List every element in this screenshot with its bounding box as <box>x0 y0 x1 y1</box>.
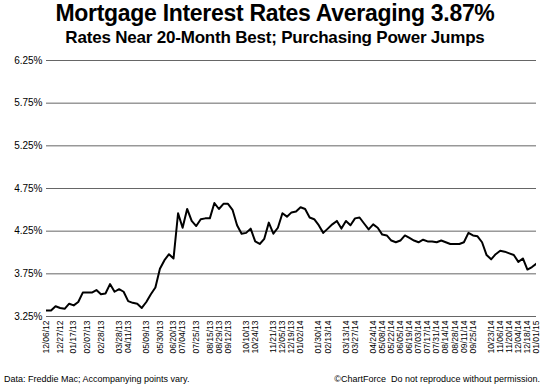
svg-text:06/05/14: 06/05/14 <box>395 320 406 354</box>
svg-text:08/15/13: 08/15/13 <box>204 320 215 354</box>
svg-text:12/04/14: 12/04/14 <box>513 320 524 354</box>
svg-text:6.25%: 6.25% <box>14 55 42 66</box>
svg-text:10/23/14: 10/23/14 <box>485 320 496 354</box>
svg-text:12/05/13: 12/05/13 <box>277 320 288 354</box>
svg-text:05/22/14: 05/22/14 <box>386 320 396 354</box>
svg-text:08/29/13: 08/29/13 <box>213 320 224 354</box>
svg-text:09/11/14: 09/11/14 <box>458 320 469 353</box>
svg-text:05/09/13: 05/09/13 <box>141 320 151 353</box>
svg-text:5.25%: 5.25% <box>14 140 42 151</box>
svg-text:4.25%: 4.25% <box>14 225 42 236</box>
svg-text:09/25/14: 09/25/14 <box>468 320 478 353</box>
svg-text:4.75%: 4.75% <box>14 183 42 194</box>
svg-text:08/28/14: 08/28/14 <box>449 320 460 354</box>
svg-text:11/21/13: 11/21/13 <box>268 320 279 353</box>
svg-text:5.75%: 5.75% <box>14 97 42 108</box>
svg-text:11/20/14: 11/20/14 <box>504 320 514 353</box>
html-text:Rates Near 20-Month Best; Purc: Rates Near 20-Month Best; Purchasing Pow… <box>65 28 485 47</box>
svg-text:12/06/12: 12/06/12 <box>41 320 51 353</box>
svg-text:06/20/13: 06/20/13 <box>168 320 179 354</box>
svg-text:3.75%: 3.75% <box>14 268 42 279</box>
svg-text:10/24/13: 10/24/13 <box>250 320 260 353</box>
svg-text:07/25/13: 07/25/13 <box>191 320 201 353</box>
svg-text:03/28/13: 03/28/13 <box>113 320 124 354</box>
svg-text:07/17/14: 07/17/14 <box>422 320 433 354</box>
svg-text:08/14/14: 08/14/14 <box>440 320 451 354</box>
html-text:Mortgage Interest Rates Averag: Mortgage Interest Rates Averaging 3.87% <box>55 0 495 26</box>
svg-text:11/06/14: 11/06/14 <box>494 320 505 353</box>
svg-text:3.25%: 3.25% <box>14 311 42 322</box>
svg-text:10/10/13: 10/10/13 <box>240 320 251 354</box>
svg-text:09/12/13: 09/12/13 <box>223 320 233 353</box>
svg-text:07/03/14: 07/03/14 <box>413 320 424 354</box>
svg-text:05/30/13: 05/30/13 <box>155 320 165 353</box>
svg-text:03/13/14: 03/13/14 <box>340 320 351 354</box>
svg-text:01/30/14: 01/30/14 <box>313 320 324 354</box>
svg-text:01/02/14: 01/02/14 <box>295 320 305 353</box>
svg-text:02/13/14: 02/13/14 <box>323 320 333 353</box>
svg-text:12/19/13: 12/19/13 <box>286 320 297 354</box>
html-text:Data: Freddie Mac; Accompanyin: Data: Freddie Mac; Accompanying points v… <box>4 374 190 384</box>
svg-text:12/18/14: 12/18/14 <box>522 320 533 354</box>
svg-text:05/08/14: 05/08/14 <box>377 320 387 354</box>
html-text:©ChartForce Do not reproduce w: ©ChartForce Do not reproduce without per… <box>334 374 540 384</box>
svg-text:06/19/14: 06/19/14 <box>404 320 415 354</box>
svg-text:04/24/14: 04/24/14 <box>367 320 378 354</box>
svg-text:07/31/14: 07/31/14 <box>431 320 442 354</box>
svg-text:02/07/13: 02/07/13 <box>82 320 92 353</box>
svg-text:07/04/13: 07/04/13 <box>177 320 187 353</box>
svg-text:01/01/15: 01/01/15 <box>531 320 541 353</box>
svg-text:01/17/13: 01/17/13 <box>68 320 78 353</box>
svg-text:02/28/13: 02/28/13 <box>96 320 106 353</box>
svg-text:12/27/12: 12/27/12 <box>55 320 65 353</box>
svg-text:04/11/13: 04/11/13 <box>123 320 133 353</box>
svg-text:03/27/14: 03/27/14 <box>350 320 360 353</box>
